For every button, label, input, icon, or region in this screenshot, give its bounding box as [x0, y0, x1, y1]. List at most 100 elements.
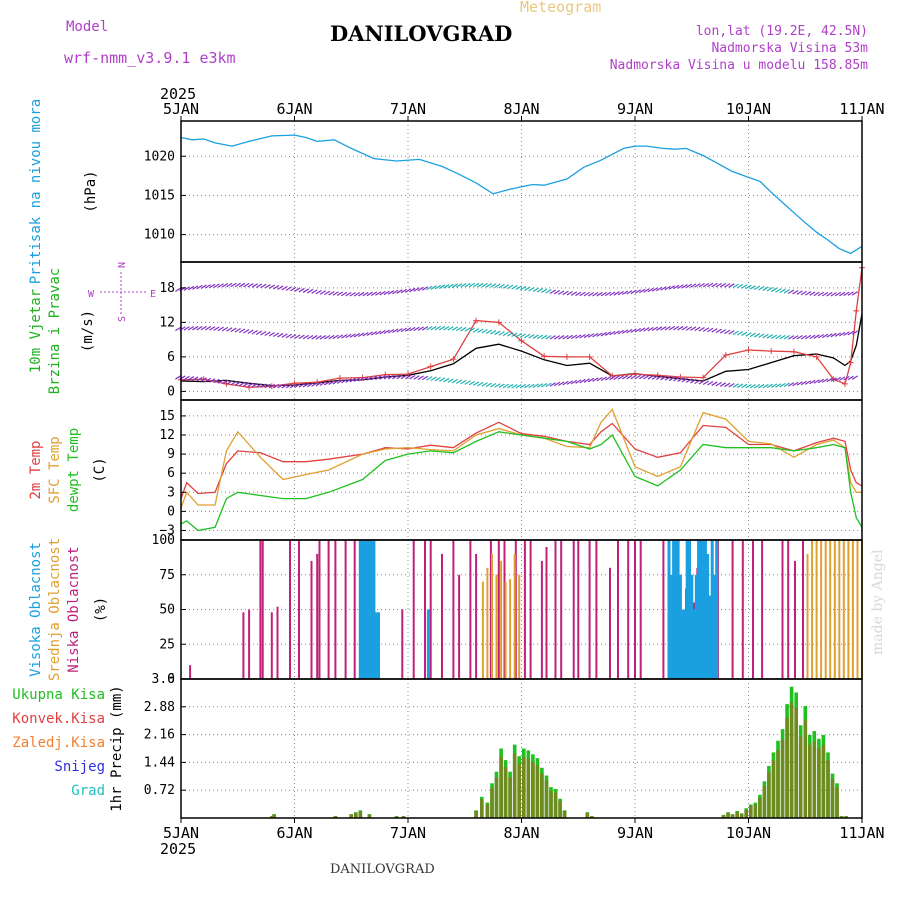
wind-barb: [822, 333, 829, 339]
wind-barb: [728, 283, 735, 288]
wind-barb: [226, 380, 233, 385]
wind-barb: [192, 285, 199, 290]
bar-visoka-oblacnost: [372, 540, 376, 679]
wind-barb: [779, 288, 786, 294]
wind-barb: [260, 383, 267, 389]
wind-barb: [341, 378, 348, 384]
wind-barb: [702, 327, 710, 332]
wind-barb: [749, 285, 756, 290]
bar-niska-oblacnost: [353, 540, 356, 679]
bar-overlay: [789, 702, 794, 818]
wind-barb: [366, 331, 373, 337]
wind-barb: [468, 380, 475, 386]
wind-barb: [366, 291, 373, 297]
bar-overlay: [739, 813, 744, 818]
bar-overlay: [835, 787, 839, 818]
wind-barb: [230, 380, 237, 386]
wind-barb: [404, 374, 412, 380]
wind-barb: [409, 375, 416, 380]
wind-barb: [183, 326, 190, 331]
wind-barb: [481, 282, 488, 288]
bar-overlay: [817, 748, 821, 818]
wind-barb: [413, 287, 420, 292]
gust-marker: [495, 319, 502, 326]
bar-srednja-oblacnost: [491, 553, 493, 679]
wind-barb: [434, 325, 441, 331]
bar-niska-oblacnost: [310, 560, 313, 679]
bar-visoka-oblacnost: [706, 553, 710, 679]
y-tick-label: 1015: [144, 188, 175, 203]
wind-barb: [438, 377, 446, 382]
bar-overlay: [803, 719, 808, 818]
y-axis-title: (hPa): [83, 170, 99, 212]
wind-barb: [736, 383, 744, 389]
wind-barb: [451, 283, 458, 288]
bar-visoka-oblacnost: [667, 540, 671, 679]
wind-barb: [243, 328, 250, 334]
wind-barb: [787, 289, 795, 295]
bar-overlay: [354, 812, 358, 818]
wind-barb: [213, 326, 220, 331]
bar-srednja-oblacnost: [806, 553, 809, 679]
wind-barb: [826, 291, 833, 297]
wind-barb: [770, 334, 778, 339]
wind-barb: [485, 382, 493, 388]
bar-overlay: [830, 778, 835, 818]
wind-barb: [281, 383, 288, 389]
wind-barb: [400, 288, 407, 294]
wind-barb: [473, 282, 480, 288]
wind-barb: [617, 375, 624, 380]
wind-barb: [341, 334, 348, 339]
bar-overlay: [753, 804, 758, 818]
wind-barb: [285, 333, 292, 339]
wind-barb: [272, 284, 280, 290]
wind-barb: [234, 282, 241, 288]
wind-barb: [319, 381, 327, 386]
bar-niska-oblacnost: [662, 540, 665, 679]
model-label: Model: [66, 19, 109, 35]
wind-barb: [553, 289, 561, 295]
wind-barb: [626, 290, 633, 295]
bar-srednja-oblacnost: [495, 574, 498, 680]
bar-overlay: [744, 809, 748, 818]
wind-barb: [549, 289, 556, 294]
bar-overlay: [333, 816, 338, 818]
wind-barb: [834, 332, 842, 337]
top-date-label: 7JAN: [390, 100, 426, 118]
wind-barb: [651, 287, 659, 292]
wind-barb: [694, 283, 701, 288]
wind-barb: [766, 287, 773, 292]
bar-niska-oblacnost: [794, 560, 796, 679]
wind-barb: [698, 282, 705, 288]
wind-barb: [570, 334, 578, 340]
wind-barb: [302, 334, 310, 340]
wind-barb: [255, 383, 263, 388]
wind-barb: [545, 382, 552, 388]
wind-barb: [358, 376, 365, 382]
wind-barb: [843, 291, 850, 297]
wind-barb: [417, 375, 424, 380]
wind-barb: [294, 383, 301, 389]
bar-niska-oblacnost: [497, 540, 500, 679]
wind-barb: [745, 383, 752, 389]
bar-niska-oblacnost: [761, 540, 764, 679]
wind-barb: [209, 326, 216, 331]
wind-barb: [587, 377, 595, 383]
wind-barb: [736, 331, 744, 336]
series-line-dewpt-temp: [180, 431, 863, 532]
wind-barb: [272, 383, 280, 389]
wind-barb: [673, 325, 680, 331]
bar-niska-oblacnost: [634, 540, 636, 679]
bar-niska-oblacnost: [545, 547, 548, 679]
wind-barb: [421, 326, 429, 331]
wind-barb: [673, 284, 680, 290]
wind-barb: [464, 380, 471, 385]
wind-barb: [736, 283, 744, 289]
wind-barb: [319, 290, 327, 295]
wind-barb: [396, 328, 403, 333]
wind-barb: [839, 331, 846, 337]
bar-overlay: [798, 736, 803, 818]
wind-barb: [221, 283, 229, 288]
wind-barb: [298, 334, 305, 340]
wind-barb: [481, 382, 488, 387]
